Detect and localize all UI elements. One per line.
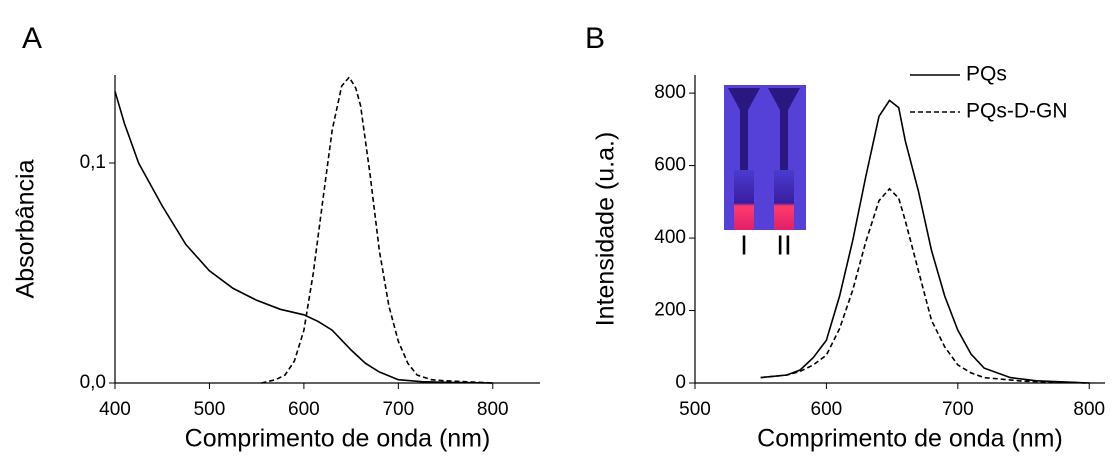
x-axis-title: Comprimento de onda (nm) bbox=[185, 425, 491, 453]
legend-label: PQs-D-GN bbox=[966, 100, 1068, 123]
inset-label: II bbox=[776, 229, 792, 260]
y-tick-label: 600 bbox=[654, 155, 686, 176]
y-axis-title: Absorbância bbox=[12, 159, 40, 298]
panel-label: A bbox=[22, 22, 42, 55]
line-series bbox=[261, 75, 493, 384]
line-series bbox=[760, 99, 1090, 384]
inset-label: I bbox=[740, 229, 748, 260]
y-tick-label: 200 bbox=[654, 300, 686, 321]
y-tick-label: 0,1 bbox=[80, 152, 106, 173]
legend-label: PQs bbox=[966, 63, 1007, 86]
x-tick-label: 500 bbox=[679, 399, 711, 420]
x-tick-label: 800 bbox=[477, 399, 509, 420]
x-tick-label: 500 bbox=[194, 399, 226, 420]
panel-label: B bbox=[585, 22, 605, 55]
x-axis-title: Comprimento de onda (nm) bbox=[757, 425, 1063, 453]
y-tick-label: 0 bbox=[675, 372, 686, 393]
y-tick-label: 800 bbox=[654, 82, 686, 103]
x-tick-label: 700 bbox=[942, 399, 974, 420]
x-tick-label: 600 bbox=[811, 399, 843, 420]
x-tick-label: 600 bbox=[288, 399, 320, 420]
inset-photo bbox=[724, 85, 806, 230]
y-tick-label: 0,0 bbox=[80, 372, 106, 393]
y-tick-label: 400 bbox=[654, 227, 686, 248]
x-tick-label: 700 bbox=[382, 399, 414, 420]
x-tick-label: 800 bbox=[1073, 399, 1105, 420]
x-tick-label: 400 bbox=[99, 399, 131, 420]
y-axis-title: Intensidade (u.a.) bbox=[592, 132, 620, 327]
line-series bbox=[114, 91, 493, 384]
line-series bbox=[760, 187, 1090, 384]
